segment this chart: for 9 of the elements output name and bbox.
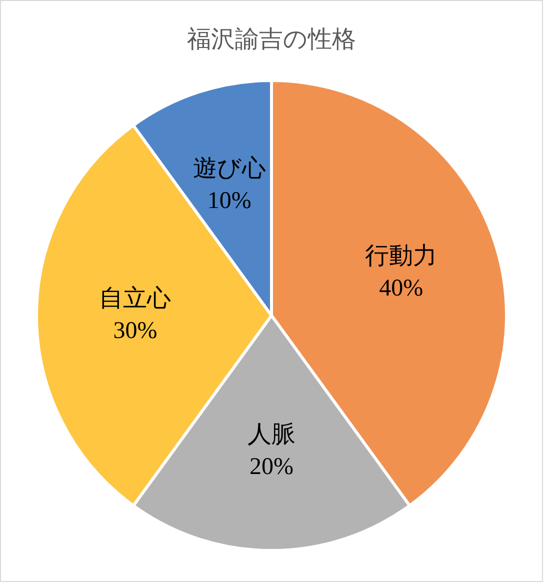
data-label: 20% [250, 454, 294, 480]
slice-label: 人脈 [248, 422, 296, 448]
slice-label: 行動力 [365, 244, 438, 270]
data-label: 10% [207, 188, 252, 214]
slice-label: 遊び心 [192, 155, 266, 182]
data-label: 30% [113, 318, 158, 344]
slice-label: 自立心 [99, 284, 172, 312]
data-label: 40% [379, 276, 424, 302]
chart-title: 福沢諭吉の性格 [186, 26, 357, 55]
